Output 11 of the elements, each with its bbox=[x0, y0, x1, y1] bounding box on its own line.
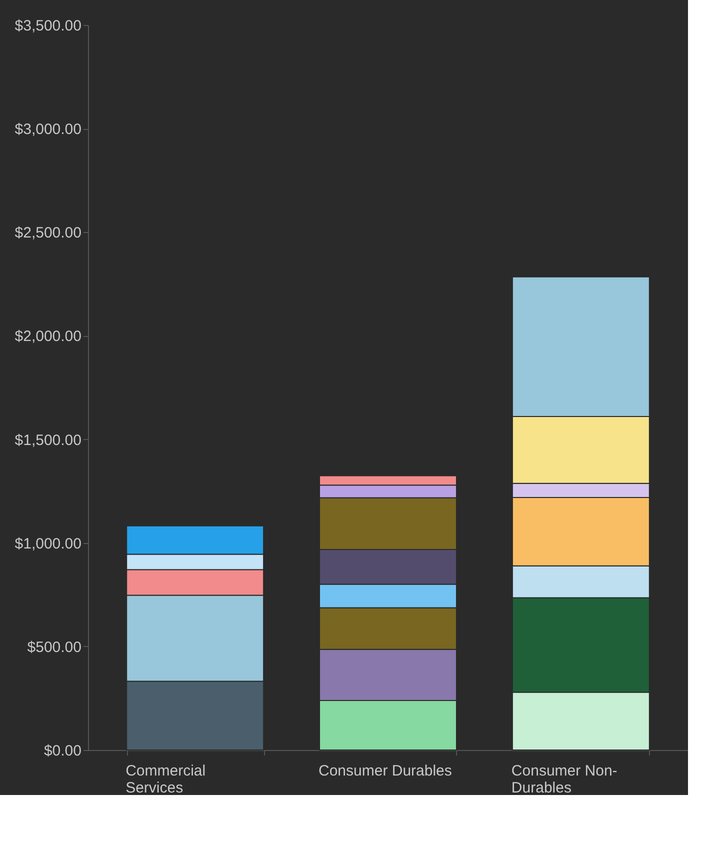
y-tick-label: $1,500.00 bbox=[14, 432, 82, 449]
y-tick-label: $1,000.00 bbox=[14, 535, 82, 552]
y-tick-label: $500.00 bbox=[27, 638, 82, 656]
y-tick-label: $0.00 bbox=[44, 742, 82, 760]
x-tick-label: Consumer Durables bbox=[318, 762, 452, 780]
x-tick-label: Consumer Non-Durables bbox=[511, 762, 618, 796]
y-tick-label: $2,500.00 bbox=[14, 224, 82, 242]
y-tick-label: $2,000.00 bbox=[14, 328, 82, 346]
y-tick-label: $3,500.00 bbox=[14, 18, 82, 34]
x-tick-label: Commercial Services bbox=[126, 762, 206, 796]
y-tick-label: $3,000.00 bbox=[14, 121, 82, 138]
